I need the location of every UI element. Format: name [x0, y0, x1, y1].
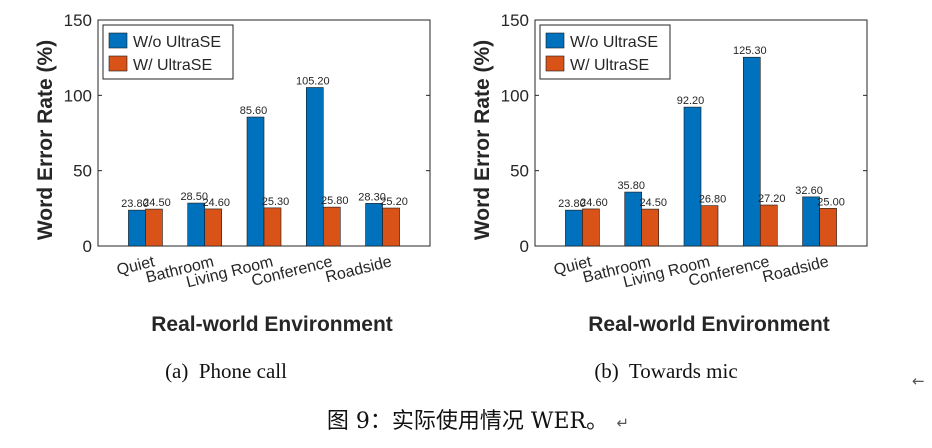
- legend-swatch-without: [545, 32, 565, 49]
- data-label: 25.20: [380, 196, 408, 208]
- data-label: 25.30: [262, 196, 290, 208]
- data-label: 24.60: [202, 197, 230, 209]
- data-label: 25.00: [817, 196, 845, 208]
- y-tick-label: 0: [83, 237, 92, 256]
- legend-entry: W/o UltraSE: [570, 34, 658, 51]
- legend-swatch-with: [545, 55, 565, 72]
- bar-with-ultrase: [382, 207, 400, 247]
- y-tick-label: 100: [64, 86, 92, 105]
- caption-return-mark: ↵: [617, 414, 630, 432]
- data-label: 25.80: [321, 195, 349, 207]
- side-return-mark: ←: [912, 372, 925, 390]
- bar-with-ultrase: [204, 208, 223, 247]
- bar-without-ultrase: [187, 202, 206, 247]
- y-tick-label: 100: [501, 86, 529, 105]
- legend-entry: W/o UltraSE: [133, 34, 221, 51]
- data-label: 35.80: [617, 180, 645, 192]
- y-axis-label: Word Error Rate (%): [471, 40, 494, 240]
- bar-with-ultrase: [641, 208, 660, 247]
- data-label: 24.50: [639, 197, 667, 209]
- legend-swatch-without: [108, 32, 128, 49]
- legend-swatch-with: [108, 55, 128, 72]
- data-label: 92.20: [677, 95, 705, 107]
- bar-with-ultrase: [145, 208, 163, 247]
- y-tick-label: 150: [501, 11, 529, 30]
- data-label: 23.80: [121, 198, 149, 210]
- bar-with-ultrase: [582, 208, 600, 247]
- bar-with-ultrase: [759, 204, 778, 247]
- data-label: 24.50: [143, 197, 171, 209]
- bar-with-ultrase: [322, 206, 341, 247]
- data-label: 28.50: [180, 191, 208, 203]
- figure-caption-line: 图 9：实际使用情况 WER。 ↵: [327, 409, 629, 434]
- figure-caption: 图 9：实际使用情况 WER。: [327, 409, 608, 434]
- y-tick-label: 150: [64, 11, 92, 30]
- y-tick-label: 50: [510, 162, 529, 181]
- x-axis-label: Real-world Environment: [588, 313, 830, 336]
- legend: W/o UltraSE W/ UltraSE: [539, 24, 671, 80]
- x-axis-label: Real-world Environment: [151, 313, 393, 336]
- bar-with-ultrase: [263, 207, 282, 247]
- bar-without-ultrase: [683, 106, 702, 247]
- subcaption-a: (a) Phone call: [165, 359, 287, 383]
- data-label: 85.60: [240, 105, 268, 117]
- data-label: 125.30: [733, 45, 767, 57]
- bar-without-ultrase: [128, 209, 146, 247]
- data-label: 24.60: [580, 197, 608, 209]
- x-tick-label: Roadside: [761, 253, 831, 286]
- y-tick-label: 50: [73, 162, 92, 181]
- x-tick-label: Roadside: [324, 253, 394, 286]
- legend-entry: W/ UltraSE: [570, 57, 649, 74]
- legend-entry: W/ UltraSE: [133, 57, 212, 74]
- bar-without-ultrase: [365, 203, 383, 247]
- data-label: 32.60: [795, 185, 823, 197]
- bar-without-ultrase: [246, 116, 265, 247]
- data-label: 105.20: [296, 75, 330, 87]
- subcaption-b: (b) Towards mic: [594, 359, 737, 383]
- data-label: 27.20: [758, 193, 786, 205]
- data-label: 23.80: [558, 198, 586, 210]
- bar-without-ultrase: [742, 56, 761, 247]
- data-label: 26.80: [699, 194, 727, 206]
- data-label: 28.30: [358, 191, 386, 203]
- bar-without-ultrase: [305, 87, 324, 247]
- bar-with-ultrase: [700, 205, 719, 247]
- y-axis-label: Word Error Rate (%): [34, 40, 57, 240]
- y-tick-label: 0: [520, 237, 529, 256]
- bar-with-ultrase: [819, 208, 837, 247]
- legend: W/o UltraSE W/ UltraSE: [102, 24, 234, 80]
- bar-without-ultrase: [565, 209, 583, 247]
